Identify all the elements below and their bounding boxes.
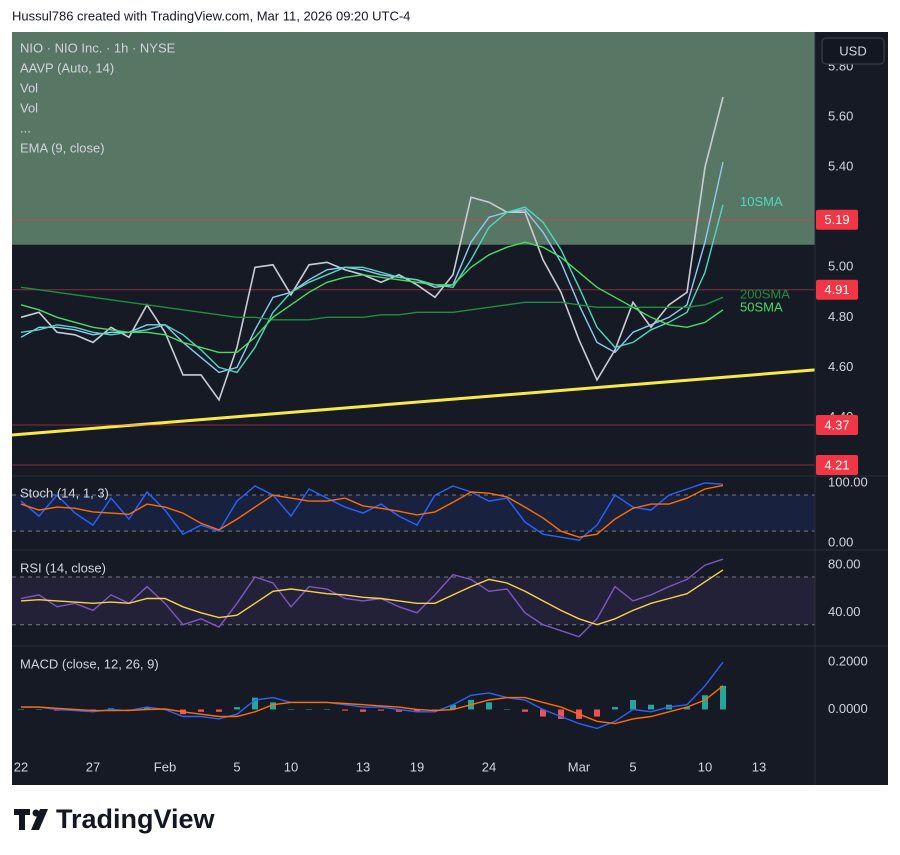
- level-label: 4.91: [824, 282, 849, 297]
- histogram-bar: [378, 709, 384, 711]
- legend-entry: EMA (9, close): [20, 140, 105, 155]
- indicator-label: Vol: [20, 100, 38, 115]
- x-tick-label: 10: [284, 759, 298, 774]
- level-label-box: [816, 454, 858, 475]
- level-label-box: [816, 414, 858, 435]
- series-line: [20, 286, 724, 321]
- series-line: [20, 569, 724, 626]
- histogram-bar: [450, 704, 456, 710]
- indicator-label: Vol: [20, 80, 38, 95]
- logo-part: [31, 809, 48, 830]
- x-tick-label: 22: [14, 759, 28, 774]
- panel-title: Stoch (14, 1, 3): [20, 485, 109, 500]
- x-tick-label: 19: [410, 759, 424, 774]
- histogram-bar: [396, 709, 402, 712]
- histogram-bar: [144, 707, 150, 710]
- series-line: [20, 558, 724, 638]
- y-tick-label: 5.60: [828, 109, 853, 124]
- histogram-bar: [504, 709, 510, 710]
- brand: TradingView: [56, 804, 216, 834]
- x-tick-label: 27: [86, 759, 100, 774]
- histogram-bar: [630, 700, 636, 710]
- histogram-bar: [36, 709, 42, 710]
- series-line: [20, 161, 724, 374]
- level-label: 4.21: [824, 457, 849, 472]
- histogram-bar: [360, 709, 366, 712]
- y-tick-label: 4.60: [828, 359, 853, 374]
- histogram-bar: [324, 709, 330, 710]
- series-end-label: 200SMA: [740, 287, 790, 302]
- shaded-range: [12, 32, 815, 245]
- x-tick-label: 5: [629, 759, 636, 774]
- y-tick-label: 0.0000: [828, 701, 868, 716]
- histogram-bar: [234, 707, 240, 710]
- series-line: [20, 241, 724, 354]
- series-line: [20, 204, 724, 374]
- x-tick-label: 24: [482, 759, 496, 774]
- level-label: 5.19: [824, 212, 849, 227]
- histogram-bar: [684, 707, 690, 710]
- histogram-bar: [594, 709, 600, 717]
- x-tick-label: 10: [698, 759, 712, 774]
- y-tick-label: 40.00: [828, 604, 861, 619]
- panel-title: NIO · NIO Inc. · 1h · NYSE: [20, 40, 176, 55]
- series-line: [20, 484, 724, 538]
- level-label-box: [816, 209, 858, 230]
- series-end-label: 10SMA: [740, 194, 783, 209]
- y-tick-label: 4.80: [828, 309, 853, 324]
- y-tick-label: 80.00: [828, 557, 861, 572]
- histogram-bar: [558, 709, 564, 719]
- level-label: 4.37: [824, 417, 849, 432]
- band-fill: [12, 577, 815, 625]
- indicator-label: ...: [20, 120, 31, 135]
- histogram-bar: [648, 704, 654, 710]
- x-tick-label: 13: [356, 759, 370, 774]
- y-tick-label: 100.00: [828, 474, 868, 489]
- histogram-bar: [306, 709, 312, 710]
- x-tick-label: 13: [752, 759, 766, 774]
- panel-title: MACD (close, 12, 26, 9): [20, 656, 159, 671]
- series-line: [21, 685, 724, 725]
- histogram-bar: [198, 709, 204, 712]
- histogram-bar: [522, 709, 528, 712]
- x-tick-label: Mar: [568, 759, 591, 774]
- series-line: [21, 661, 724, 730]
- histogram-bar: [288, 709, 294, 710]
- series-end-label: 50SMA: [740, 299, 783, 314]
- plot-layers: 5.805.605.405.004.804.604.405.194.914.37…: [11, 32, 885, 774]
- band-fill: [12, 495, 815, 532]
- logo: [14, 809, 48, 830]
- trendline: [11, 368, 816, 437]
- unit-box: [821, 37, 885, 65]
- y-tick-label: 5.00: [828, 259, 853, 274]
- panel-title: RSI (14, close): [20, 560, 106, 575]
- histogram-bar: [414, 709, 420, 712]
- level-label-box: [816, 279, 858, 300]
- series-line: [20, 482, 724, 541]
- histogram-bar: [18, 709, 24, 710]
- y-tick-label: 0.2000: [828, 654, 868, 669]
- histogram-bar: [342, 709, 348, 711]
- histogram-bar: [252, 697, 258, 710]
- x-tick-label: 5: [233, 759, 240, 774]
- x-tick-label: Feb: [154, 759, 176, 774]
- histogram-bar: [612, 707, 618, 710]
- indicator-label: AAVP (Auto, 14): [20, 60, 114, 75]
- histogram-bar: [216, 709, 222, 712]
- histogram-bar: [720, 685, 726, 710]
- histogram-bar: [702, 695, 708, 710]
- logo-part: [14, 809, 30, 830]
- y-tick-label: 5.40: [828, 159, 853, 174]
- histogram-bar: [486, 702, 492, 710]
- caption: Hussul786 created with TradingView.com, …: [12, 8, 410, 23]
- histogram-bar: [540, 709, 546, 717]
- y-tick-label: 0.00: [828, 535, 853, 550]
- series-line: [20, 96, 724, 402]
- unit-label: USD: [839, 43, 866, 58]
- histogram-bar: [270, 702, 276, 710]
